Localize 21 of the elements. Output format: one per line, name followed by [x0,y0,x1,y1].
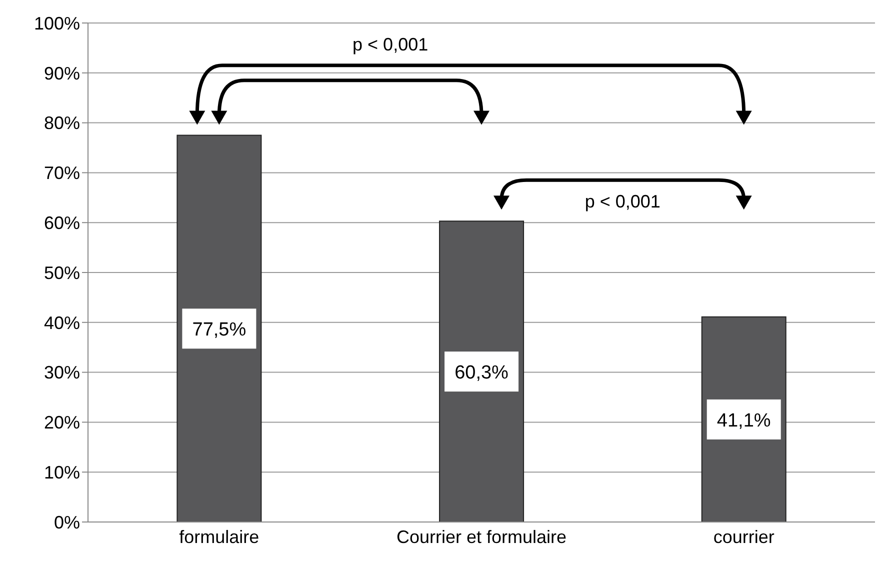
y-tick-label: 10% [44,462,80,482]
y-tick-label: 90% [44,63,80,84]
x-tick-label: Courrier et formulaire [396,526,567,547]
y-tick-label: 100% [34,13,80,34]
y-tick-label: 60% [44,212,80,233]
data-label: 77,5% [192,320,246,341]
annotation: p < 0,001 [352,34,428,54]
data-label: 60,3% [454,362,509,384]
x-tick-label: formulaire [179,526,260,547]
y-tick-label: 80% [44,113,80,134]
y-tick-label: 30% [44,362,80,383]
y-tick-label: 0% [54,512,80,532]
y-tick-label: 50% [44,262,80,283]
x-tick-label: courrier [713,526,774,547]
bar [439,220,524,522]
y-tick-label: 70% [44,163,80,184]
annotation: p < 0,001 [584,192,660,212]
y-tick-label: 20% [44,412,80,433]
data-label: 41,1% [716,410,771,432]
bar [176,134,262,522]
y-tick-label: 40% [44,312,80,333]
